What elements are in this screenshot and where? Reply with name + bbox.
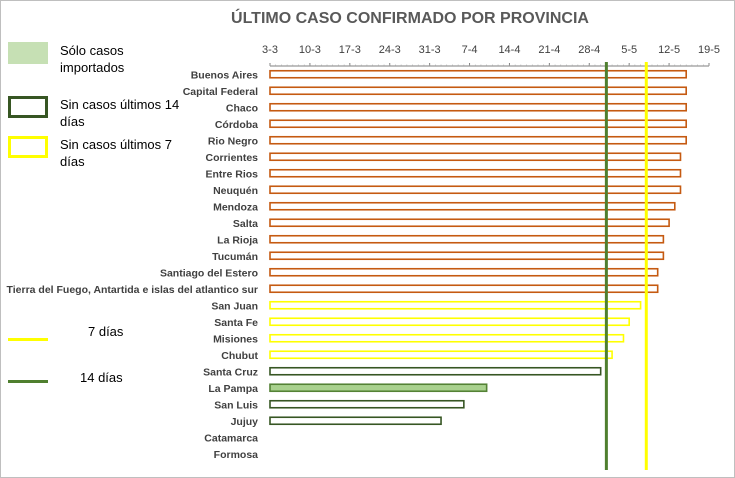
category-label: Formosa (214, 449, 259, 461)
category-label: Santiago del Estero (160, 267, 258, 279)
x-tick-label: 21-4 (538, 44, 560, 56)
bar (269, 366, 602, 376)
x-tick-label: 17-3 (339, 44, 361, 56)
bar (269, 69, 687, 79)
bar (269, 399, 465, 409)
legend-label-no-cases-7: Sin casos últimos 7 días (60, 137, 172, 169)
category-label: Entre Rios (205, 168, 258, 180)
x-tick-label: 14-4 (498, 44, 520, 56)
category-label: Corrientes (205, 152, 258, 164)
category-label: La Rioja (217, 234, 258, 246)
category-label: Tierra del Fuego, Antartida e islas del … (7, 284, 259, 296)
category-label: San Juan (211, 300, 258, 312)
category-label: Jujuy (231, 416, 259, 428)
category-label: La Pampa (208, 383, 258, 395)
bar (269, 86, 687, 96)
category-label: Santa Cruz (203, 366, 258, 378)
category-label: Santa Fe (214, 317, 258, 329)
category-label: Neuquén (213, 185, 258, 197)
category-label: Rio Negro (208, 135, 258, 147)
legend-swatch-no-cases-7 (8, 136, 48, 158)
category-label: Salta (233, 218, 258, 230)
bar (269, 284, 659, 294)
bar (269, 185, 682, 195)
x-tick-label: 7-4 (462, 44, 478, 56)
legend-line-14-days (8, 380, 48, 383)
x-tick-label: 5-5 (621, 44, 637, 56)
category-label: Misiones (213, 333, 258, 345)
bar (269, 383, 488, 393)
legend-label-no-cases-14: Sin casos últimos 14 días (60, 97, 180, 129)
bar (269, 234, 665, 244)
category-label: Chaco (226, 102, 258, 114)
bar (269, 152, 682, 162)
bar (269, 201, 676, 211)
legend: Sólo casos importados Sin casos últimos … (0, 36, 190, 456)
bar (269, 333, 625, 343)
bar (269, 119, 687, 129)
x-tick-label: 3-3 (262, 44, 278, 56)
bar (269, 416, 442, 426)
bar (269, 317, 630, 327)
category-label: Capital Federal (183, 86, 258, 98)
bar (269, 350, 613, 360)
bar (269, 251, 665, 261)
x-tick-label: 12-5 (658, 44, 680, 56)
x-tick-label: 10-3 (299, 44, 321, 56)
legend-line-label-14-days: 14 días (80, 370, 123, 385)
bar (269, 168, 682, 178)
x-tick-label: 19-5 (698, 44, 720, 56)
category-label: Córdoba (215, 119, 258, 131)
bar (269, 102, 687, 112)
legend-swatch-imported (8, 42, 48, 64)
x-tick-label: 24-3 (379, 44, 401, 56)
legend-swatch-no-cases-14 (8, 96, 48, 118)
category-label: San Luis (214, 399, 258, 411)
x-tick-label: 28-4 (578, 44, 600, 56)
category-label: Mendoza (213, 201, 258, 213)
bar (269, 300, 642, 310)
bar (269, 135, 687, 145)
category-label: Tucumán (212, 251, 258, 263)
legend-line-label-7-days: 7 días (88, 324, 124, 339)
x-tick-label: 31-3 (419, 44, 441, 56)
chart-title: ÚLTIMO CASO CONFIRMADO POR PROVINCIA (231, 10, 589, 27)
category-label: Chubut (221, 350, 258, 362)
legend-label-imported: Sólo casos importados (60, 43, 125, 75)
bar (269, 218, 670, 228)
legend-line-7-days (8, 338, 48, 341)
bar (269, 267, 659, 277)
category-label: Buenos Aires (191, 69, 258, 81)
category-label: Catamarca (204, 432, 258, 444)
